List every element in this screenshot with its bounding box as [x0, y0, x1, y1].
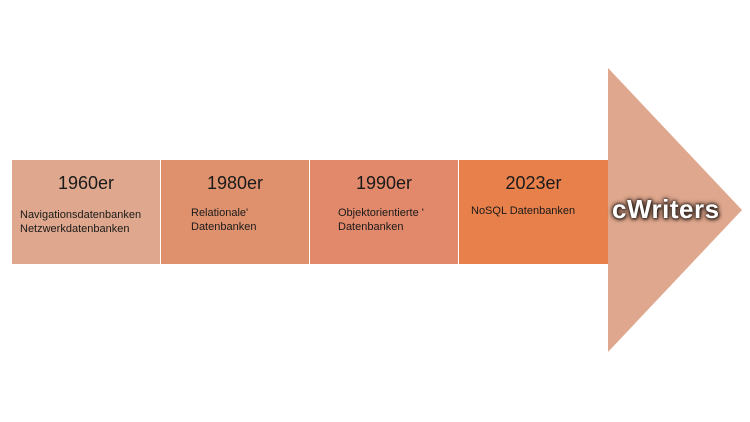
segment-description-line: Relationale' — [191, 207, 249, 219]
segment-description: Relationale' Datenbanken — [191, 206, 256, 234]
segment-description-line: Datenbanken — [191, 221, 257, 233]
timeline-segment-1980er: 1980er Relationale' Datenbanken — [161, 160, 309, 264]
segment-description: Objektorientierte ' Datenbanken — [338, 206, 424, 234]
segment-description-line: NoSQL Datenbanken — [471, 205, 576, 217]
timeline-segment-2023er: 2023er NoSQL Datenbanken — [459, 160, 608, 264]
segment-year: 1980er — [206, 173, 264, 193]
timeline-segment-1960er: 1960er Navigationsdatenbanken Netzwerkda… — [12, 160, 160, 264]
segment-year: 1960er — [57, 173, 115, 193]
segment-description-line: Datenbanken — [338, 221, 404, 233]
segment-description-line: Netzwerkdatenbanken — [20, 223, 130, 235]
segment-description-line: Objektorientierte ' — [338, 207, 424, 219]
segment-description: Navigationsdatenbanken Netzwerkdatenbank… — [20, 208, 141, 236]
cwriters-logo: cWriters — [612, 194, 720, 224]
timeline-segment-1990er: 1990er Objektorientierte ' Datenbanken — [310, 160, 458, 264]
segment-year: 2023er — [505, 173, 562, 193]
segment-year: 1990er — [355, 173, 413, 193]
segment-description: NoSQL Datenbanken — [471, 204, 575, 218]
segment-description-line: Navigationsdatenbanken — [20, 209, 142, 221]
